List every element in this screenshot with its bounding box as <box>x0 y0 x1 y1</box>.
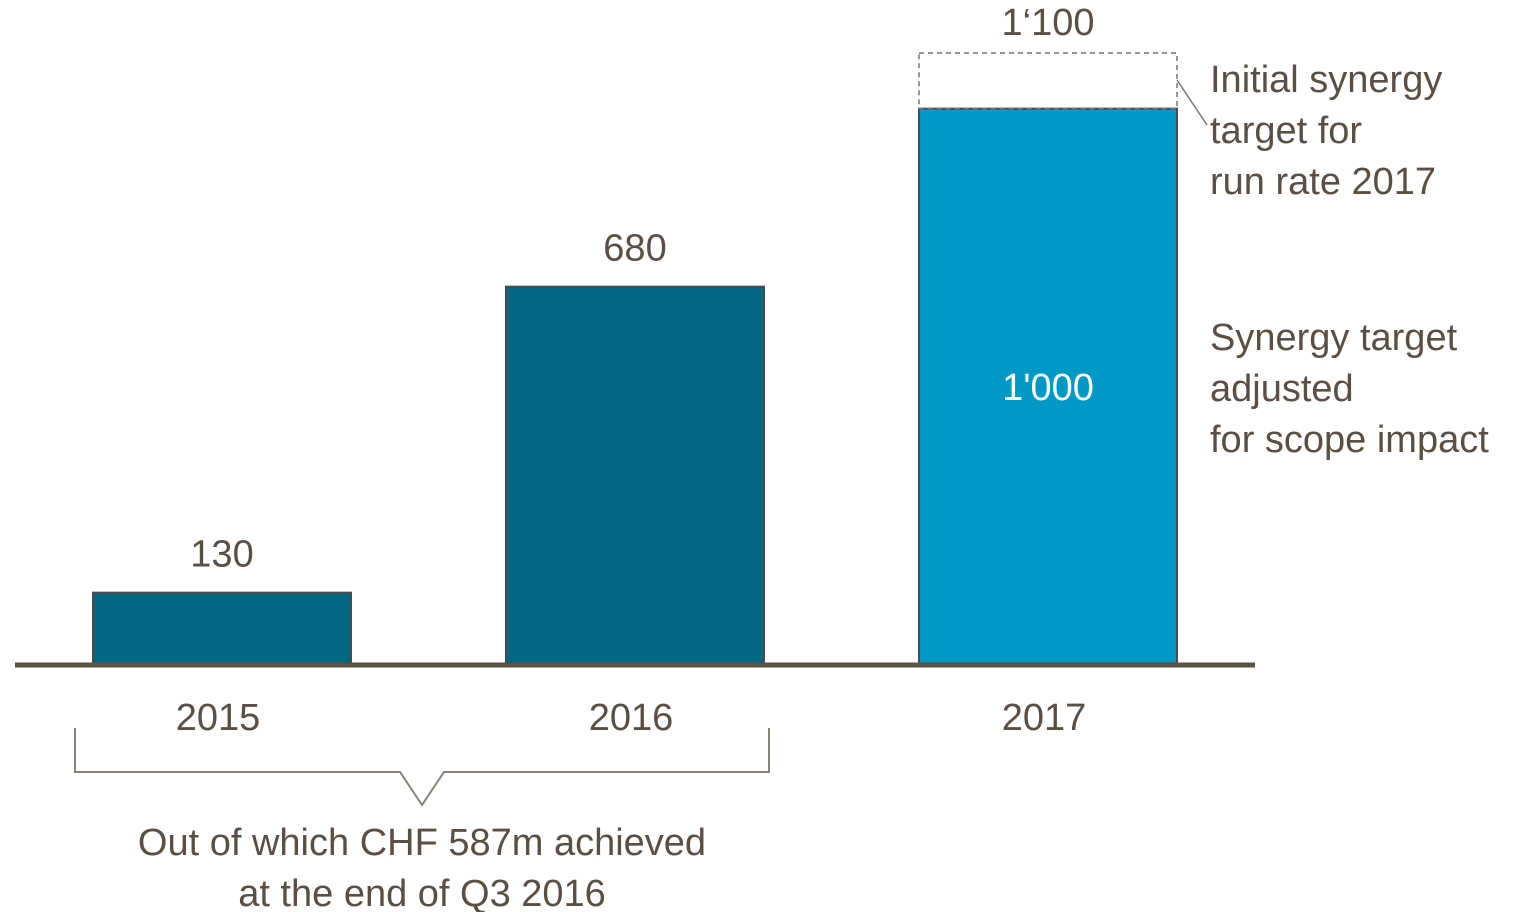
x-tick-label: 2016 <box>589 697 674 739</box>
annotation: Initial synergy <box>1210 59 1442 101</box>
bracket <box>74 728 770 807</box>
value-label: 1'000 <box>1002 367 1094 409</box>
annotation: target for <box>1210 110 1362 152</box>
annotation: Out of which CHF 587m achieved <box>138 822 706 864</box>
annotation: run rate 2017 <box>1210 161 1436 203</box>
x-tick-label: 2015 <box>176 697 261 739</box>
annotation: Synergy target <box>1210 317 1458 359</box>
bar <box>918 107 1178 667</box>
x-tick-label: 2017 <box>1002 697 1087 739</box>
value-label: 680 <box>603 228 666 270</box>
target-box <box>918 52 1178 110</box>
bar <box>92 591 352 666</box>
value-label: 130 <box>190 534 253 576</box>
bar <box>505 285 765 666</box>
annotation: for scope impact <box>1210 419 1489 461</box>
annotation: at the end of Q3 2016 <box>238 873 606 912</box>
target-label: 1‘100 <box>1002 2 1095 44</box>
annotation: adjusted <box>1210 368 1354 410</box>
leader-line <box>1176 79 1208 126</box>
